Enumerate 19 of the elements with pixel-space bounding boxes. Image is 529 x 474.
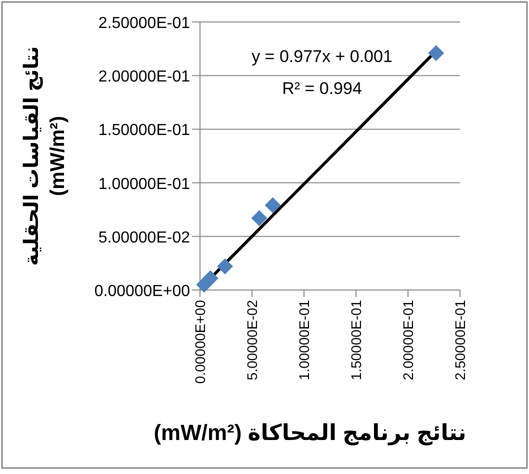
x-tick-label: 1.00000E-01 bbox=[296, 300, 312, 380]
x-tick-label: 1.50000E-01 bbox=[348, 300, 364, 380]
x-tick-label: 2.50000E-01 bbox=[452, 300, 468, 380]
annotation: y = 0.977x + 0.001 bbox=[252, 47, 392, 66]
annotation: R² = 0.994 bbox=[282, 79, 362, 98]
y-tick-label: 1.00000E-01 bbox=[98, 176, 190, 193]
x-tick-label: 5.00000E-02 bbox=[244, 300, 260, 380]
y-tick-label: 2.50000E-01 bbox=[98, 15, 190, 32]
point bbox=[264, 197, 281, 214]
y-tick-label: 1.50000E-01 bbox=[98, 122, 190, 140]
point bbox=[202, 270, 218, 286]
y-tick-label: 5.00000E-02 bbox=[98, 229, 190, 246]
y-tick-label: 0.00000E+00 bbox=[94, 283, 190, 300]
point bbox=[428, 45, 444, 62]
x-axis-title: نتائج برنامج المحاكاة (mW/m²) bbox=[154, 420, 466, 446]
y-tick-label: 2.00000E-01 bbox=[98, 68, 190, 86]
point bbox=[216, 258, 233, 274]
x-tick-label: 2.00000E-01 bbox=[400, 300, 416, 380]
point bbox=[251, 210, 268, 226]
